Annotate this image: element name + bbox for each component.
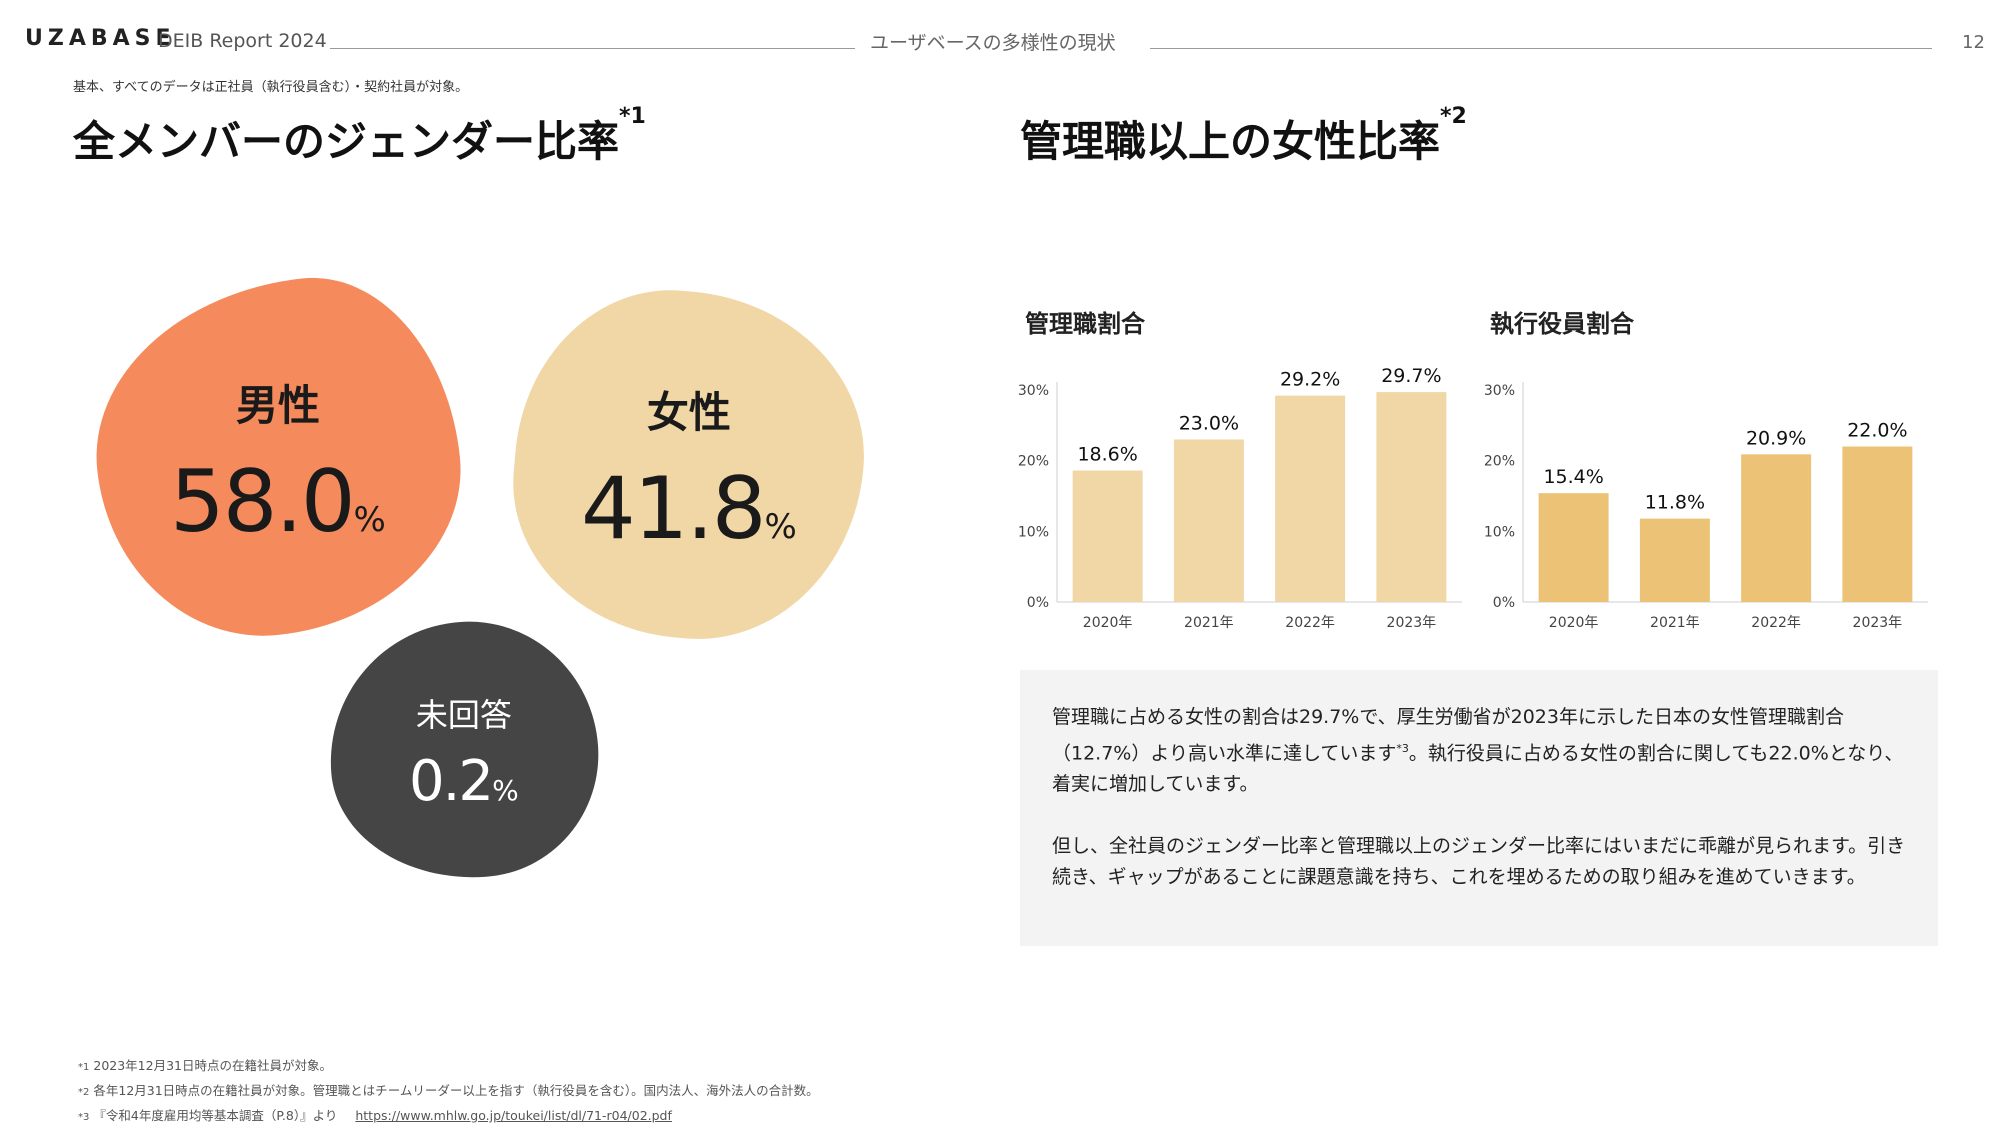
exec-chart-title: 執行役員割合 [1490, 310, 1634, 338]
male-value-unit: % [353, 499, 386, 540]
header-divider-right [1150, 48, 1932, 49]
commentary-paragraph-1: 管理職に占める女性の割合は29.7%で、厚生労働省が2023年に示した日本の女性… [1052, 702, 1908, 800]
y-tick-label: 10% [1484, 524, 1515, 540]
brand-logo: UZABASE [25, 26, 176, 51]
header-divider-left [330, 48, 855, 49]
footnote-1: *1 2023年12月31日時点の在籍社員が対象。 [78, 1054, 819, 1079]
female-ratio-blob: 女性 41.8% [500, 277, 878, 653]
x-tick-label: 2021年 [1184, 615, 1234, 631]
y-tick-label: 0% [1027, 595, 1049, 611]
page-number: 12 [1962, 32, 1985, 53]
y-tick-label: 30% [1484, 383, 1515, 399]
y-tick-label: 20% [1018, 454, 1049, 470]
bar-value-label: 11.8% [1645, 492, 1705, 514]
y-tick-label: 0% [1493, 595, 1515, 611]
footnote-1-text: 2023年12月31日時点の在籍社員が対象。 [93, 1058, 332, 1073]
male-label: 男性 [235, 380, 321, 430]
x-tick-label: 2022年 [1751, 615, 1801, 631]
x-tick-label: 2020年 [1549, 615, 1599, 631]
bar [1275, 395, 1346, 602]
bar [1842, 446, 1913, 602]
bar-value-label: 29.7% [1381, 365, 1441, 387]
unanswered-value: 0.2% [409, 749, 519, 814]
footnote-ref-2: *2 [1440, 104, 1467, 129]
commentary-p1-a: 管理職に占める女性の割合は29.7%で、厚生労働省が2023年に示した日本の女性… [1052, 706, 1844, 765]
gender-ratio-title-text: 全メンバーのジェンダー比率 [73, 117, 620, 166]
manager-ratio-chart: 0% 10% 20% 30% 18.6% 2020年 23.0% 2021年 29.2% 2022… [1015, 360, 1475, 644]
scope-note: 基本、すべてのデータは正社員（執行役員含む）・契約社員が対象。 [73, 80, 469, 95]
footnote-3: *3 『令和4年度雇用均等基本調査（P.8）』より https://www.mhlw… [78, 1104, 819, 1129]
manager-chart-title: 管理職割合 [1025, 310, 1145, 338]
bar-value-label: 20.9% [1746, 427, 1806, 449]
report-name: DEIB Report 2024 [158, 30, 327, 52]
male-value: 58.0% [170, 452, 386, 552]
x-tick-label: 2023年 [1387, 615, 1437, 631]
unanswered-value-number: 0.2 [409, 749, 493, 815]
commentary-box: 管理職に占める女性の割合は29.7%で、厚生労働省が2023年に示した日本の女性… [1020, 670, 1938, 946]
female-value-unit: % [764, 506, 797, 547]
footnote-3-text: 『令和4年度雇用均等基本調査（P.8）』より [93, 1108, 338, 1123]
y-tick-label: 10% [1018, 524, 1049, 540]
gender-ratio-title: 全メンバーのジェンダー比率*1 [73, 104, 646, 169]
bar [1376, 392, 1447, 602]
y-tick-label: 30% [1018, 383, 1049, 399]
female-label: 女性 [646, 387, 732, 437]
bar [1538, 493, 1609, 602]
footnote-2-mark: *2 [78, 1087, 90, 1098]
bar-value-label: 18.6% [1077, 444, 1137, 466]
exec-ratio-chart: 0% 10% 20% 30% 15.4% 2020年 11.8% 2021年 20.9% 2022… [1481, 360, 1941, 644]
bar-value-label: 23.0% [1179, 412, 1239, 434]
manager-ratio-chart-svg: 0% 10% 20% 30% 18.6% 2020年 23.0% 2021年 29.2% 2022… [1018, 365, 1462, 631]
bar [1639, 518, 1710, 602]
section-title: ユーザベースの多様性の現状 [870, 32, 1116, 54]
footnote-ref-1: *1 [619, 104, 646, 129]
bar [1173, 439, 1244, 602]
unanswered-value-unit: % [492, 774, 519, 808]
unanswered-label: 未回答 [415, 696, 512, 735]
footnote-2-text: 各年12月31日時点の在籍社員が対象。管理職とはチームリーダー以上を指す（執行役… [93, 1083, 819, 1098]
footnote-2: *2 各年12月31日時点の在籍社員が対象。管理職とはチームリーダー以上を指す（執… [78, 1079, 819, 1104]
bar-value-label: 22.0% [1847, 420, 1907, 442]
bar-value-label: 15.4% [1543, 466, 1603, 488]
male-value-number: 58.0 [170, 451, 354, 552]
footnote-ref-3: *3 [1396, 742, 1409, 755]
unanswered-ratio-blob: 未回答 0.2% [321, 612, 607, 888]
female-value-number: 41.8 [581, 458, 765, 559]
bar [1072, 470, 1143, 602]
x-tick-label: 2020年 [1083, 615, 1133, 631]
x-tick-label: 2023年 [1853, 615, 1903, 631]
x-tick-label: 2021年 [1650, 615, 1700, 631]
y-tick-label: 20% [1484, 454, 1515, 470]
footnote-3-mark: *3 [78, 1112, 90, 1123]
bar [1741, 454, 1812, 602]
commentary-p1-b: 。執行役員に占める女性の割合に関しても22.0%となり、着実に増加しています。 [1052, 742, 1904, 796]
female-value: 41.8% [581, 458, 797, 558]
bar-value-label: 29.2% [1280, 369, 1340, 391]
exec-ratio-chart-svg: 0% 10% 20% 30% 15.4% 2020年 11.8% 2021年 20.9% 2022… [1484, 382, 1928, 631]
x-tick-label: 2022年 [1285, 615, 1335, 631]
female-manager-title-text: 管理職以上の女性比率 [1020, 117, 1441, 166]
female-manager-title: 管理職以上の女性比率*2 [1020, 104, 1467, 169]
source-link[interactable]: https://www.mhlw.go.jp/toukei/list/dl/71… [355, 1108, 672, 1123]
commentary-paragraph-2: 但し、全社員のジェンダー比率と管理職以上のジェンダー比率にはいまだに乖離が見られ… [1052, 835, 1906, 889]
footnote-1-mark: *1 [78, 1062, 90, 1073]
male-ratio-blob: 男性 58.0% [79, 264, 477, 652]
footnotes: *1 2023年12月31日時点の在籍社員が対象。 *2 各年12月31日時点の在籍… [78, 1054, 819, 1129]
